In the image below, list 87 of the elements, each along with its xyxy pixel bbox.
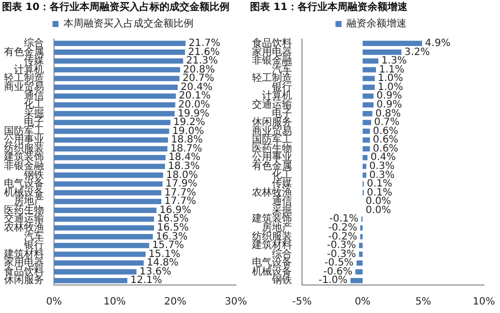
bar	[362, 111, 372, 116]
bar	[356, 260, 363, 266]
x-tick-label: -5%	[292, 296, 312, 308]
bar	[362, 40, 422, 46]
bar	[54, 50, 185, 55]
bar	[358, 252, 363, 257]
bar	[54, 120, 170, 126]
bar	[54, 146, 168, 152]
data-label: 0.3%	[369, 160, 395, 172]
bar	[54, 128, 170, 134]
bar	[362, 120, 372, 126]
bar	[362, 146, 370, 152]
y-tick-label: 采掘	[272, 204, 292, 216]
bar	[54, 84, 178, 90]
x-tick-label: 10%	[104, 296, 126, 308]
x-tick-label: 20%	[164, 296, 186, 308]
data-label: -1.0%	[318, 275, 348, 286]
chart-title: 图表 10：各行业本周融资买入占标的成交金额比例	[2, 1, 230, 15]
bar	[54, 67, 180, 72]
data-label: 0.0%	[366, 204, 392, 216]
bar	[362, 164, 366, 170]
y-tick-label: 综合	[272, 248, 292, 260]
bar	[362, 76, 375, 82]
y-tick-label: 纺织服装	[4, 142, 44, 154]
bar	[362, 84, 375, 90]
bar	[362, 154, 368, 160]
data-label: 16.5%	[157, 222, 189, 234]
bar	[360, 234, 363, 240]
x-tick-label: 10%	[472, 296, 496, 308]
bar	[54, 208, 156, 213]
data-label: 4.9%	[425, 38, 450, 49]
y-tick-label: 汽车	[272, 63, 292, 76]
y-tick-label: 房地产	[262, 221, 292, 234]
bar	[54, 172, 164, 178]
y-tick-label: 银行	[271, 82, 292, 93]
bar	[355, 269, 363, 274]
data-label: 18.3%	[168, 160, 200, 172]
bar	[362, 102, 374, 108]
bar	[54, 252, 146, 257]
bar	[54, 111, 175, 116]
data-label: 3.2%	[404, 46, 430, 58]
y-tick-label: 综合	[24, 36, 44, 49]
bar	[54, 225, 154, 231]
bar	[54, 137, 168, 143]
bar	[362, 128, 370, 134]
y-tick-label: 汽车	[24, 230, 44, 242]
y-tick-label: 采掘	[24, 107, 44, 120]
bar	[362, 67, 376, 72]
bar	[54, 216, 154, 222]
bar	[54, 58, 184, 64]
bar	[54, 40, 186, 46]
legend-label: 融资余额增速	[346, 18, 406, 30]
bar	[362, 93, 374, 99]
bar	[54, 154, 166, 160]
bar	[360, 225, 363, 231]
bar	[54, 260, 144, 266]
x-tick-label: 30%	[224, 296, 248, 308]
bar	[54, 164, 165, 170]
bar	[350, 278, 363, 284]
bar	[54, 242, 150, 248]
data-label: -0.2%	[328, 222, 358, 234]
y-tick-label: 钢铁	[23, 168, 44, 181]
bar	[54, 190, 162, 196]
bar	[54, 102, 176, 108]
data-label: 12.1%	[130, 275, 162, 286]
x-tick-label: 0%	[46, 296, 62, 308]
bar	[54, 181, 163, 187]
bar	[54, 76, 180, 82]
y-tick-label: 交通运输	[252, 98, 292, 110]
bar	[358, 242, 363, 248]
y-tick-label: 钢铁	[271, 274, 292, 286]
bar	[54, 198, 162, 204]
bar	[54, 278, 128, 284]
x-tick-label: 5%	[415, 296, 432, 308]
bar	[54, 234, 153, 240]
x-tick-label: 0%	[354, 296, 371, 308]
bar	[362, 50, 402, 55]
bar	[362, 172, 366, 178]
chart-title: 图表 11：各行业本周融资余额增速	[250, 1, 408, 15]
data-label: 20.0%	[178, 99, 210, 110]
data-label: 0.9%	[376, 99, 402, 110]
bar	[362, 58, 378, 64]
legend-label: 本周融资买入占成交金额比例	[64, 18, 194, 30]
bar	[54, 93, 176, 99]
bar	[362, 137, 370, 143]
data-label: 21.7%	[188, 38, 220, 49]
bar	[54, 269, 136, 274]
